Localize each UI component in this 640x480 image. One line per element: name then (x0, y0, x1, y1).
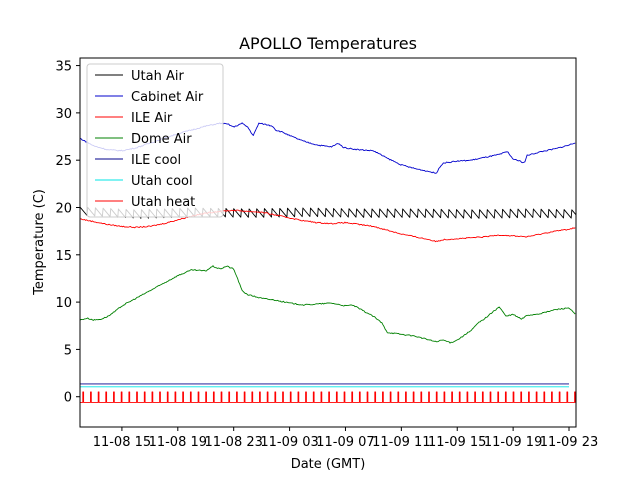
x-tick-label: 11-08 23 (204, 435, 262, 450)
legend-box (86, 63, 224, 218)
legend: Utah Air Cabinet Air ILE Air Dome Air ILE co… (86, 63, 224, 218)
legend-label: Dome Air (131, 132, 192, 147)
x-tick-label: 11-09 15 (428, 435, 486, 450)
legend-label: ILE Air (131, 111, 173, 126)
y-tick-label: 25 (55, 154, 72, 169)
y-tick-label: 15 (55, 249, 72, 264)
x-axis-label: Date (GMT) (291, 457, 366, 472)
y-tick-label: 10 (55, 296, 72, 311)
y-tick-label: 20 (55, 201, 72, 216)
series-line-ile-air (80, 209, 576, 243)
x-tick-label: 11-09 11 (372, 435, 430, 450)
y-axis: 0 5 10 15 20 25 30 35 (55, 60, 80, 406)
y-tick-label: 35 (55, 60, 72, 75)
x-tick-label: 11-08 15 (93, 435, 151, 450)
plot-frame (79, 57, 577, 428)
y-tick-label: 0 (64, 391, 72, 406)
y-tick-label: 30 (55, 107, 72, 122)
x-tick-label: 11-08 19 (149, 435, 207, 450)
y-axis-label: Temperature (C) (32, 189, 47, 296)
legend-label: Utah Air (131, 69, 184, 84)
chart-title: APOLLO Temperatures (239, 34, 417, 53)
x-tick-label: 11-09 23 (540, 435, 598, 450)
legend-label: Utah heat (131, 195, 195, 210)
x-tick-label: 11-09 03 (260, 435, 318, 450)
series-line-dome-air (80, 265, 576, 344)
x-tick-label: 11-09 19 (484, 435, 542, 450)
legend-label: ILE cool (131, 153, 181, 168)
series-line-utah-heat (80, 391, 576, 403)
legend-label: Utah cool (131, 174, 193, 189)
x-tick-label: 11-09 07 (316, 435, 374, 450)
legend-label: Cabinet Air (131, 90, 204, 105)
y-tick-label: 5 (64, 343, 72, 358)
